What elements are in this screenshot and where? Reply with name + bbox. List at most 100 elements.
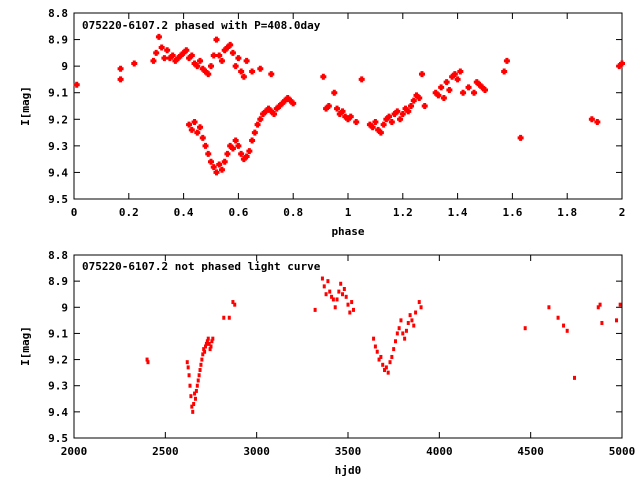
- data-point: [186, 365, 190, 370]
- data-point: [406, 320, 410, 325]
- data-point: [164, 47, 171, 54]
- data-point: [339, 108, 346, 115]
- data-point: [408, 313, 412, 318]
- data-point: [404, 328, 408, 333]
- data-point: [446, 87, 453, 94]
- data-point: [202, 142, 209, 149]
- data-point: [224, 150, 231, 157]
- data-point: [517, 134, 524, 141]
- data-point: [600, 320, 604, 325]
- data-point: [257, 116, 264, 123]
- data-point: [594, 118, 601, 125]
- data-point: [615, 318, 619, 323]
- data-point: [377, 357, 381, 362]
- x-tick-label: 0.2: [119, 206, 139, 219]
- data-point: [394, 108, 401, 115]
- data-point: [218, 57, 225, 64]
- y-tick-label: 9.2: [48, 113, 68, 126]
- data-point: [408, 103, 415, 109]
- data-point: [501, 68, 508, 75]
- data-point: [246, 148, 253, 155]
- data-point: [203, 349, 207, 354]
- data-point: [523, 326, 527, 331]
- data-point: [211, 336, 215, 341]
- x-tick-label: 1.2: [393, 206, 413, 219]
- data-point: [235, 55, 242, 62]
- x-axis-label: phase: [331, 225, 364, 238]
- y-tick-label: 9.4: [48, 166, 68, 179]
- data-point: [482, 87, 488, 94]
- phased-light-curve-panel: 0 0.2 0.4 0.6 0.8 1 1.2 1.4 1.6 1.8 2 8.8 8.9 9 9.1 9.…: [19, 7, 625, 238]
- data-point: [460, 89, 467, 96]
- data-point: [547, 305, 551, 310]
- data-point: [388, 360, 392, 365]
- data-point: [331, 89, 338, 96]
- data-point: [227, 41, 234, 48]
- data-point: [204, 344, 208, 349]
- y-axis-ticks: 8.8 8.9 9 9.1 9.2 9.3 9.4 9.5: [48, 249, 622, 445]
- data-point: [197, 124, 204, 131]
- y-tick-label: 9.5: [48, 193, 68, 206]
- data-point: [191, 118, 198, 125]
- data-point: [401, 331, 405, 336]
- data-point: [205, 150, 212, 157]
- data-point: [397, 116, 404, 123]
- data-point: [193, 391, 197, 396]
- data-point: [348, 310, 352, 315]
- data-point: [347, 113, 354, 120]
- data-point: [386, 370, 390, 375]
- data-point: [377, 129, 384, 136]
- data-point: [208, 347, 212, 352]
- data-point: [313, 307, 317, 312]
- data-point: [190, 404, 194, 409]
- plot-frame: [73, 12, 623, 200]
- data-point: [210, 164, 217, 171]
- x-tick-label: 3000: [243, 445, 270, 458]
- data-point: [588, 116, 595, 123]
- data-point: [257, 65, 264, 72]
- data-point: [196, 378, 200, 383]
- data-point: [380, 121, 387, 128]
- x-tick-label: 2500: [152, 445, 179, 458]
- data-point: [249, 68, 256, 75]
- data-point: [161, 55, 168, 62]
- data-point: [186, 121, 193, 128]
- data-point: [192, 402, 196, 407]
- data-point: [440, 95, 447, 102]
- data-point: [268, 71, 275, 78]
- data-point: [322, 284, 326, 289]
- x-tick-label: 0.6: [228, 206, 248, 219]
- y-tick-label: 9.2: [48, 354, 68, 367]
- data-point: [399, 110, 406, 117]
- data-point: [395, 331, 399, 336]
- data-point: [249, 137, 256, 144]
- data-point: [206, 336, 210, 341]
- data-point: [399, 318, 403, 323]
- data-point: [388, 118, 395, 125]
- data-point: [235, 142, 242, 149]
- data-point: [618, 302, 622, 307]
- data-point: [199, 134, 206, 141]
- data-point: [346, 302, 350, 307]
- data-point: [188, 383, 192, 388]
- data-point: [421, 103, 428, 109]
- y-tick-label: 9.3: [48, 140, 68, 153]
- data-point: [194, 63, 201, 70]
- data-point: [419, 305, 423, 310]
- data-point: [208, 158, 214, 165]
- data-point: [218, 166, 225, 173]
- x-tick-label: 0.4: [174, 206, 194, 219]
- data-point: [238, 150, 245, 157]
- y-axis-ticks: 8.8 8.9 9 9.1 9.2 9.3 9.4 9.5: [48, 7, 622, 206]
- data-point: [358, 76, 365, 83]
- data-point: [353, 118, 360, 125]
- data-point: [231, 300, 235, 305]
- data-point: [169, 52, 176, 59]
- x-tick-label: 0.8: [283, 206, 303, 219]
- x-axis-label: hjd0: [335, 464, 362, 477]
- y-axis-label: I[mag]: [19, 326, 32, 366]
- data-point: [146, 360, 150, 365]
- data-point: [565, 328, 569, 333]
- data-point: [379, 354, 383, 359]
- y-tick-label: 8.8: [48, 7, 68, 20]
